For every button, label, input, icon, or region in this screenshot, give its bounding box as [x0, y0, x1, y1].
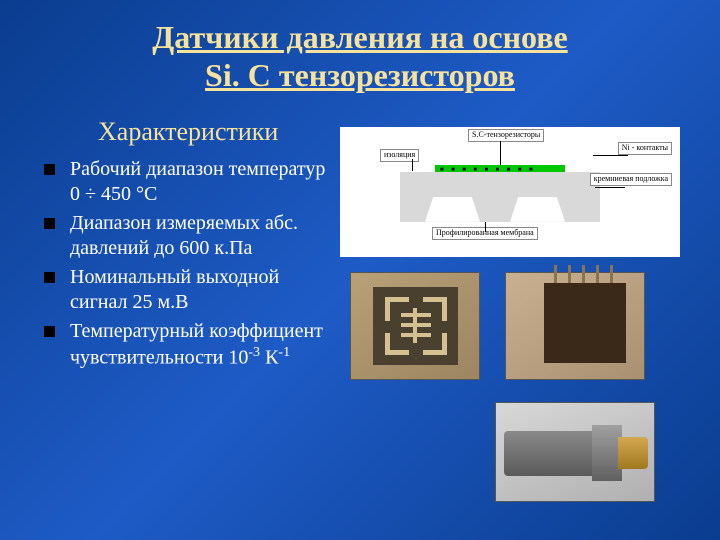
chip-traces — [381, 293, 451, 359]
chip-photo-1 — [350, 272, 480, 380]
arrow — [595, 187, 625, 188]
sensor-tip — [618, 437, 648, 469]
list-item: Номинальный выходной сигнал 25 м.В — [44, 265, 330, 315]
membrane-notch-2 — [510, 197, 565, 222]
cross-section-diagram: ■ ■ ■ ■ ■ ■ ■ ■ ■ S.С-тензорезисторы изо… — [340, 127, 680, 257]
arrow — [412, 159, 413, 171]
chip-pin — [582, 265, 585, 283]
arrow — [500, 141, 501, 165]
resistor-dots: ■ ■ ■ ■ ■ ■ ■ ■ ■ — [440, 167, 536, 173]
list-item: Рабочий диапазон температур 0 ÷ 450 °C — [44, 157, 330, 207]
title-line-2: Si. C тензорезисторов — [205, 57, 515, 93]
title-line-1: Датчики давления на основе — [152, 19, 567, 55]
label-insulation: изоляция — [380, 149, 419, 162]
chip-die-2 — [544, 283, 626, 363]
membrane-notch-1 — [425, 197, 480, 222]
sensor-body — [504, 431, 599, 476]
chip-pin — [554, 265, 557, 283]
chip-pin — [596, 265, 599, 283]
sensor-photo — [495, 402, 655, 502]
arrow — [593, 155, 628, 156]
chip-pin — [610, 265, 613, 283]
arrow — [485, 222, 486, 232]
label-tensoresistors: S.С-тензорезисторы — [468, 129, 544, 142]
content-area: Рабочий диапазон температур 0 ÷ 450 °C Д… — [0, 157, 720, 375]
characteristics-list: Рабочий диапазон температур 0 ÷ 450 °C Д… — [44, 157, 330, 371]
label-substrate: кремниевая подложка — [590, 173, 672, 186]
list-item: Температурный коэффициент чувствительнос… — [44, 319, 330, 371]
chip-photo-2 — [505, 272, 645, 380]
slide-title: Датчики давления на основе Si. C тензоре… — [0, 0, 720, 105]
chip-pin — [568, 265, 571, 283]
list-item: Диапазон измеряемых абс. давлений до 600… — [44, 211, 330, 261]
label-contacts: Ni - контакты — [618, 142, 672, 155]
left-column: Рабочий диапазон температур 0 ÷ 450 °C Д… — [30, 157, 330, 375]
right-column: ■ ■ ■ ■ ■ ■ ■ ■ ■ S.С-тензорезисторы изо… — [330, 157, 690, 375]
